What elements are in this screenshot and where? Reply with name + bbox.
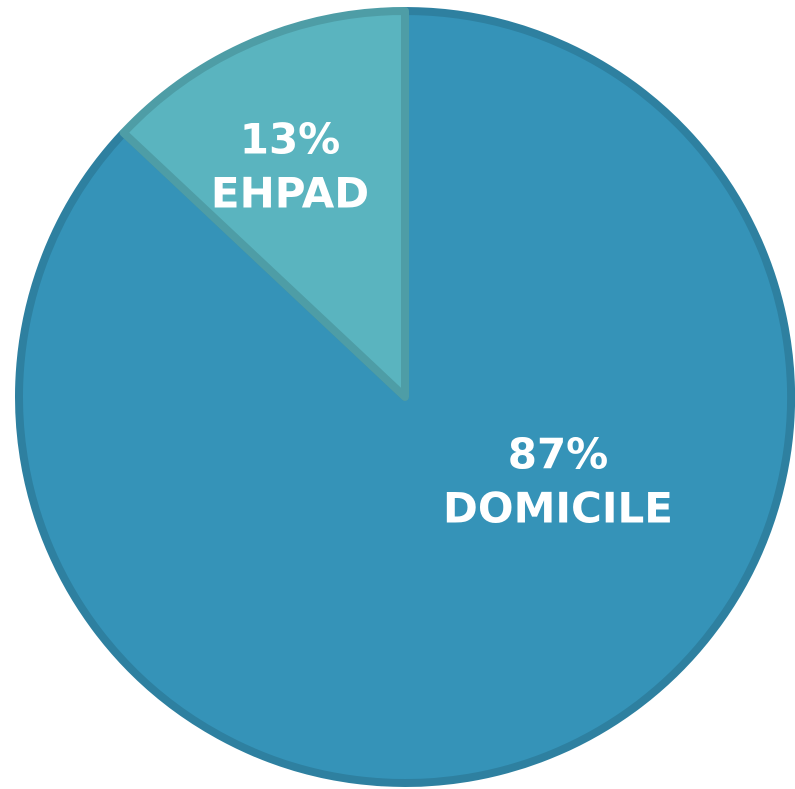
value-label: 13% <box>240 115 341 164</box>
value-label: 87% <box>508 430 609 479</box>
category-label: EHPAD <box>211 169 369 218</box>
pie-slice <box>119 7 409 401</box>
category-label: DOMICILE <box>443 484 673 533</box>
